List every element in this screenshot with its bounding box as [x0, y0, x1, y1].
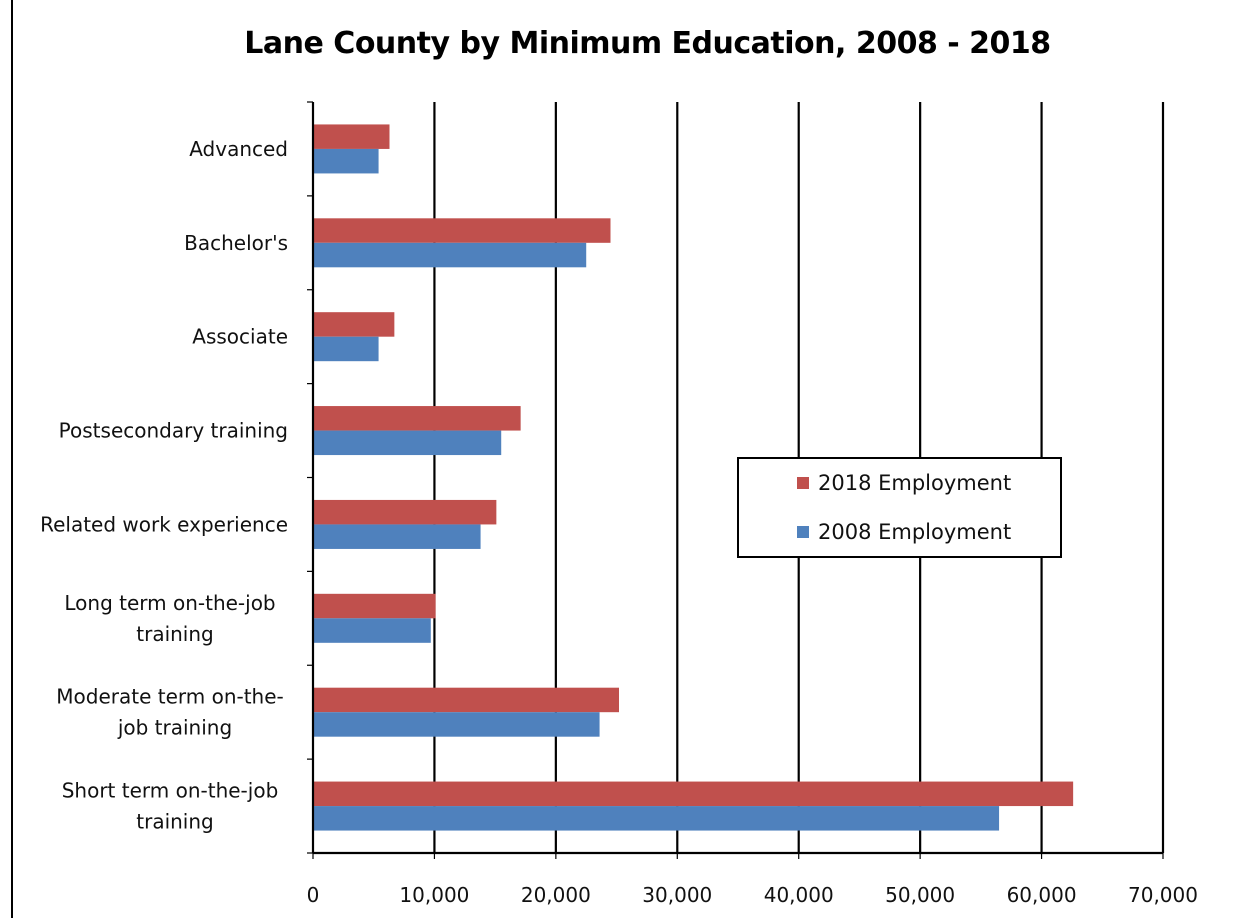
category-label: Short term on-the-job — [62, 779, 279, 803]
bar-2018 — [313, 688, 619, 713]
x-tick-label: 50,000 — [885, 883, 955, 907]
legend-item-2018: 2018 Employment — [797, 471, 1011, 495]
x-tick-label: 70,000 — [1128, 883, 1198, 907]
category-label: training — [136, 810, 213, 834]
bar-2008 — [313, 618, 431, 643]
x-tick-label: 60,000 — [1007, 883, 1077, 907]
bar-2018 — [313, 218, 611, 243]
category-label: Associate — [192, 325, 288, 349]
category-labels: Advanced Bachelor's Associate Postsecondary… — [40, 137, 288, 834]
legend-swatch-2018 — [797, 477, 809, 489]
x-tick-label: 10,000 — [399, 883, 469, 907]
category-label: Advanced — [189, 137, 288, 161]
bar-2018 — [313, 500, 496, 525]
x-tick-label: 40,000 — [764, 883, 834, 907]
bar-2008 — [313, 149, 379, 174]
bar-2008 — [313, 712, 600, 737]
bar-2018 — [313, 406, 521, 431]
legend-label-2018: 2018 Employment — [818, 471, 1011, 495]
x-tick-label: 30,000 — [642, 883, 712, 907]
bar-2008 — [313, 806, 999, 831]
category-label: Bachelor's — [184, 231, 288, 255]
bar-2018 — [313, 782, 1073, 807]
category-label: Moderate term on-the- — [56, 685, 284, 709]
bar-2018 — [313, 312, 394, 337]
bar-2008 — [313, 431, 501, 456]
x-tick-label: 0 — [307, 883, 320, 907]
legend-swatch-2008 — [797, 526, 809, 538]
legend: 2018 Employment 2008 Employment — [737, 457, 1062, 558]
bar-2018 — [313, 594, 436, 619]
category-label: training — [136, 622, 213, 646]
x-tick-label: 20,000 — [521, 883, 591, 907]
category-label: Long term on-the-job — [64, 591, 275, 615]
category-label: Related work experience — [40, 512, 288, 536]
category-label: Postsecondary training — [59, 419, 288, 443]
bar-2008 — [313, 337, 379, 362]
legend-item-2008: 2008 Employment — [797, 520, 1011, 544]
bar-2008 — [313, 524, 481, 549]
category-label: job training — [117, 716, 232, 740]
bar-2018 — [313, 124, 390, 149]
legend-label-2008: 2008 Employment — [818, 520, 1011, 544]
tick-labels: 0 10,000 20,000 30,000 40,000 50,000 60,000 70,… — [307, 883, 1198, 907]
bar-2008 — [313, 243, 586, 268]
